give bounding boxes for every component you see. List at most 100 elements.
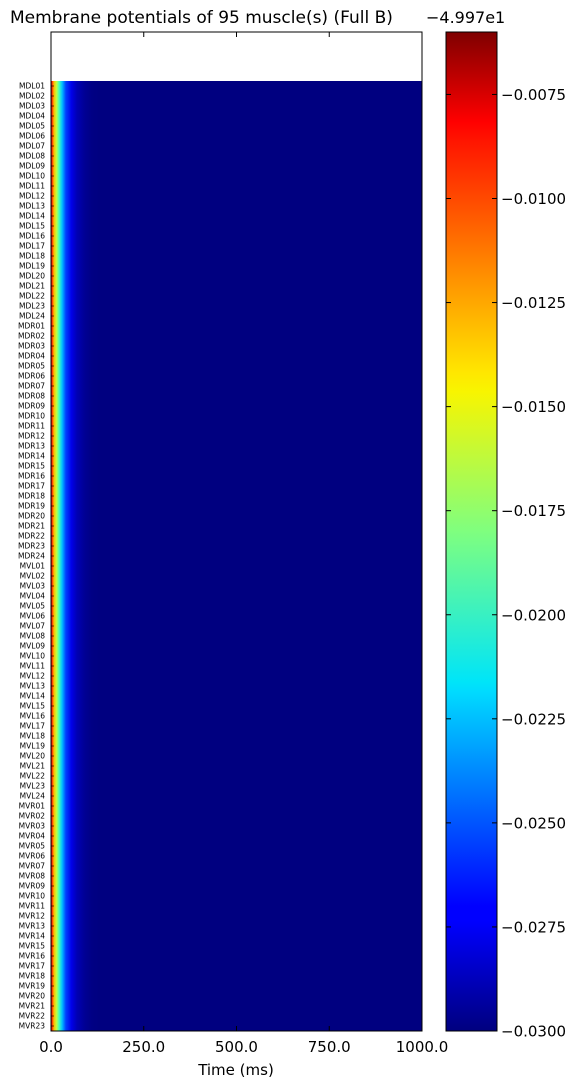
row-label: MDR02 [18, 332, 45, 341]
row-label: MVR08 [19, 872, 46, 881]
row-label: MDL08 [19, 152, 45, 161]
row-label: MVR02 [19, 812, 46, 821]
x-tick-label: 500.0 [215, 1038, 258, 1056]
row-label: MVL03 [20, 582, 46, 591]
colorbar-gradient [445, 31, 498, 1032]
row-label: MVR06 [19, 852, 46, 861]
row-label: MDR06 [18, 372, 45, 381]
row-label: MVR17 [19, 962, 46, 971]
row-label: MVL11 [20, 662, 46, 671]
colorbar-tick-label: −0.0225 [501, 710, 566, 728]
row-label: MVL04 [20, 592, 46, 601]
row-label: MDL21 [19, 282, 45, 291]
row-label: MVL24 [20, 792, 46, 801]
row-label: MVL18 [20, 732, 46, 741]
colorbar-tick-label: −0.0125 [501, 294, 566, 312]
row-label: MVL01 [20, 562, 46, 571]
row-label: MDL24 [19, 312, 45, 321]
row-label: MDL09 [19, 162, 45, 171]
row-label: MDR24 [18, 552, 45, 561]
row-label: MDR19 [18, 502, 45, 511]
row-label: MDL04 [19, 112, 45, 121]
row-label: MDL12 [19, 192, 45, 201]
row-label: MVR01 [19, 802, 46, 811]
row-label: MDL05 [19, 122, 45, 131]
row-label: MVR14 [19, 932, 46, 941]
row-label: MDR10 [18, 412, 45, 421]
row-label: MDR17 [18, 482, 45, 491]
x-tick-label: 1000.0 [396, 1038, 449, 1056]
row-label: MDL11 [19, 182, 45, 191]
row-label: MVL22 [20, 772, 46, 781]
row-label: MVL21 [20, 762, 46, 771]
row-label: MVL07 [20, 622, 46, 631]
row-label: MVL02 [20, 572, 46, 581]
row-label: MVR19 [19, 982, 46, 991]
row-label: MVL14 [20, 692, 46, 701]
row-label: MVL17 [20, 722, 46, 731]
colorbar-ticks: −0.0300 −0.0275 −0.0250 −0.0225 −0.0200 −0.01… [446, 86, 566, 1041]
row-label: MVR23 [19, 1022, 46, 1031]
row-label: MVR09 [19, 882, 46, 891]
row-label: MDR16 [18, 472, 45, 481]
row-label: MVL12 [20, 672, 46, 681]
row-label: MVR18 [19, 972, 46, 981]
row-label: MVR16 [19, 952, 46, 961]
row-label: MDR22 [18, 532, 45, 541]
colorbar-tick-label: −0.0250 [501, 814, 566, 832]
row-label: MDR04 [18, 352, 45, 361]
row-label: MVR21 [19, 1002, 46, 1011]
row-label: MDR11 [18, 422, 45, 431]
row-label: MDR20 [18, 512, 45, 521]
row-label: MVR12 [19, 912, 46, 921]
row-label: MVL20 [20, 752, 46, 761]
row-label: MDR23 [18, 542, 45, 551]
row-label: MVR05 [19, 842, 46, 851]
row-label: MDR09 [18, 402, 45, 411]
row-label: MVR04 [19, 832, 46, 841]
row-label: MDR14 [18, 452, 45, 461]
row-label: MDL18 [19, 252, 45, 261]
row-label: MDR03 [18, 342, 45, 351]
row-label: MVL05 [20, 602, 46, 611]
row-label: MDL17 [19, 242, 45, 251]
row-label: MDL20 [19, 272, 45, 281]
row-label: MDR05 [18, 362, 45, 371]
row-label: MDL22 [19, 292, 45, 301]
x-tick-label: 0.0 [39, 1038, 63, 1056]
x-tick-label: 750.0 [308, 1038, 351, 1056]
row-label: MVR22 [19, 1012, 46, 1021]
row-label: MDL10 [19, 172, 45, 181]
row-label: MDR12 [18, 432, 45, 441]
row-label: MVR13 [19, 922, 46, 931]
row-label: MDR08 [18, 392, 45, 401]
row-label: MVL13 [20, 682, 46, 691]
row-label: MDR15 [18, 462, 45, 471]
x-axis-label: Time (ms) [197, 1061, 274, 1079]
row-label: MVL15 [20, 702, 46, 711]
x-tick-label: 250.0 [122, 1038, 165, 1056]
row-label: MDL23 [19, 302, 45, 311]
row-label: MVL09 [20, 642, 46, 651]
row-label: MVR03 [19, 822, 46, 831]
row-label: MDL15 [19, 222, 45, 231]
plot-area: 0.0 250.0 500.0 750.0 1000.0 MDL01MDL02MDL03… [18, 31, 449, 1056]
colorbar-tick-label: −0.0100 [501, 190, 566, 208]
row-label: MVR07 [19, 862, 46, 871]
colorbar-tick-label: −0.0200 [501, 606, 566, 624]
row-label: MDL03 [19, 102, 45, 111]
row-label: MDL16 [19, 232, 45, 241]
row-label: MDR18 [18, 492, 45, 501]
row-label: MDR13 [18, 442, 45, 451]
row-label: MVL06 [20, 612, 46, 621]
colorbar-tick-label: −0.0075 [501, 86, 566, 104]
y-axis: MDL01MDL02MDL03MDL04MDL05MDL06MDL07MDL08… [18, 82, 54, 1031]
colorbar: −0.0300 −0.0275 −0.0250 −0.0225 −0.0200 −0.01… [426, 8, 566, 1041]
row-label: MDL06 [19, 132, 45, 141]
row-label: MVR10 [19, 892, 46, 901]
row-label: MVR11 [19, 902, 46, 911]
row-label: MDL07 [19, 142, 45, 151]
row-label: MVR20 [19, 992, 46, 1001]
colorbar-tick-label: −0.0275 [501, 918, 566, 936]
